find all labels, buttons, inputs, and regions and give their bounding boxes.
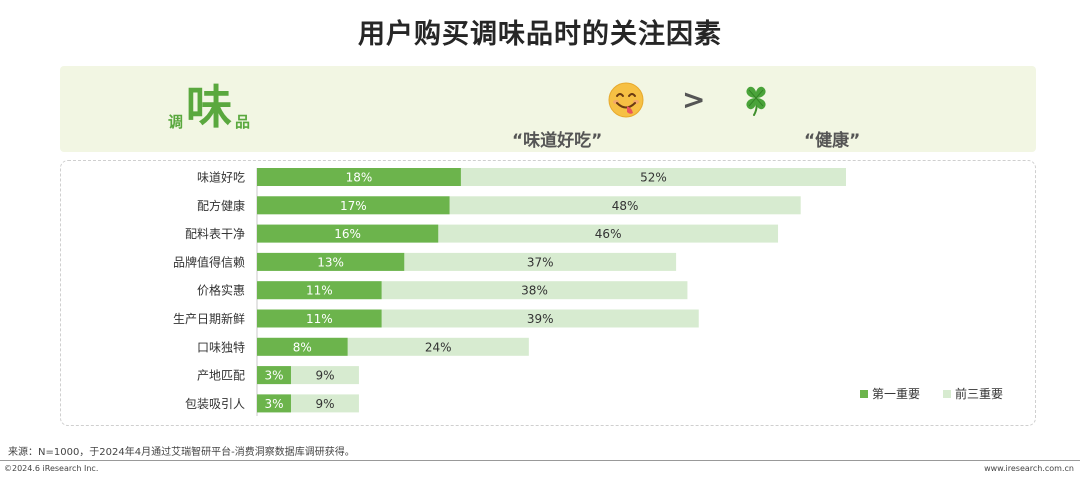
health-label: “健康” <box>804 131 861 151</box>
category-label: 口味独特 <box>197 339 245 354</box>
bar-first-choice <box>257 252 405 271</box>
legend-label-first: 第一重要 <box>872 387 921 401</box>
attention-factors-bar-chart: 味道好吃 18% 52% 配方健康 17% 48% 配料表干净 16% 46% 品牌值得信赖 13%… <box>173 168 846 416</box>
website-link[interactable]: www.iresearch.com.cn <box>984 464 1074 473</box>
category-label: 价格实惠 <box>197 283 245 298</box>
data-label-top-three: 9% <box>315 397 334 411</box>
data-label-first-choice: 3% <box>264 397 283 411</box>
category-label: 配料表干净 <box>185 227 245 241</box>
data-label-first-choice: 11% <box>306 284 333 298</box>
logo-left-char: 调 <box>168 113 184 131</box>
data-label-top-three: 9% <box>315 369 334 383</box>
legend-label-top3: 前三重要 <box>955 387 1004 401</box>
data-label-first-choice: 16% <box>334 227 361 241</box>
data-label-top-three: 46% <box>595 227 622 241</box>
bar-first-choice <box>257 337 348 356</box>
data-label-first-choice: 18% <box>346 171 373 185</box>
data-label-first-choice: 17% <box>340 199 367 213</box>
legend-first-choice: 第一重要 <box>860 385 920 402</box>
data-label-top-three: 24% <box>425 340 452 354</box>
logo-center-char: 味 <box>186 80 233 134</box>
legend-swatch-first <box>860 389 868 398</box>
data-label-top-three: 48% <box>612 199 639 213</box>
bar-first-choice <box>257 366 291 385</box>
page-title: 用户购买调味品时的关注因素 <box>358 19 722 50</box>
taste-label: “味道好吃” <box>512 131 603 151</box>
data-label-first-choice: 11% <box>306 312 333 326</box>
data-label-top-three: 37% <box>527 255 554 269</box>
data-label-first-choice: 13% <box>317 255 344 269</box>
footer-divider <box>0 460 1080 461</box>
chart-frame <box>60 160 1036 426</box>
category-label: 味道好吃 <box>197 171 245 185</box>
comparison-symbol: > <box>682 83 706 116</box>
data-label-top-three: 39% <box>527 312 554 326</box>
legend-top-three: 前三重要 <box>943 385 1003 402</box>
category-label: 包装吸引人 <box>185 397 245 411</box>
copyright-text: ©2024.6 iResearch Inc. <box>4 464 99 473</box>
data-source-note: 来源：N=1000，于2024年4月通过艾瑞智研平台-消费洞察数据库调研获得。 <box>8 447 355 458</box>
summary-banner: 调 味 品 > “味道好吃” “健康” <box>60 66 1036 152</box>
bar-first-choice <box>257 224 439 243</box>
bar-first-choice <box>257 281 382 300</box>
brand-logo: 调 味 品 <box>168 82 250 132</box>
category-label: 产地匹配 <box>197 369 245 383</box>
category-label: 配方健康 <box>197 198 245 213</box>
category-label: 生产日期新鲜 <box>173 311 245 326</box>
four-leaf-clover-icon <box>746 86 766 116</box>
bar-first-choice <box>257 394 291 413</box>
bar-first-choice <box>257 309 382 328</box>
category-label: 品牌值得信赖 <box>173 254 245 269</box>
legend-swatch-top3 <box>943 389 951 398</box>
savoring-face-emoji-icon <box>608 82 644 118</box>
logo-right-char: 品 <box>235 113 251 131</box>
data-label-top-three: 38% <box>521 284 548 298</box>
bar-first-choice <box>257 168 461 186</box>
data-label-first-choice: 3% <box>264 369 283 383</box>
data-label-first-choice: 8% <box>293 340 312 354</box>
data-label-top-three: 52% <box>640 171 667 185</box>
bar-first-choice <box>257 196 450 215</box>
